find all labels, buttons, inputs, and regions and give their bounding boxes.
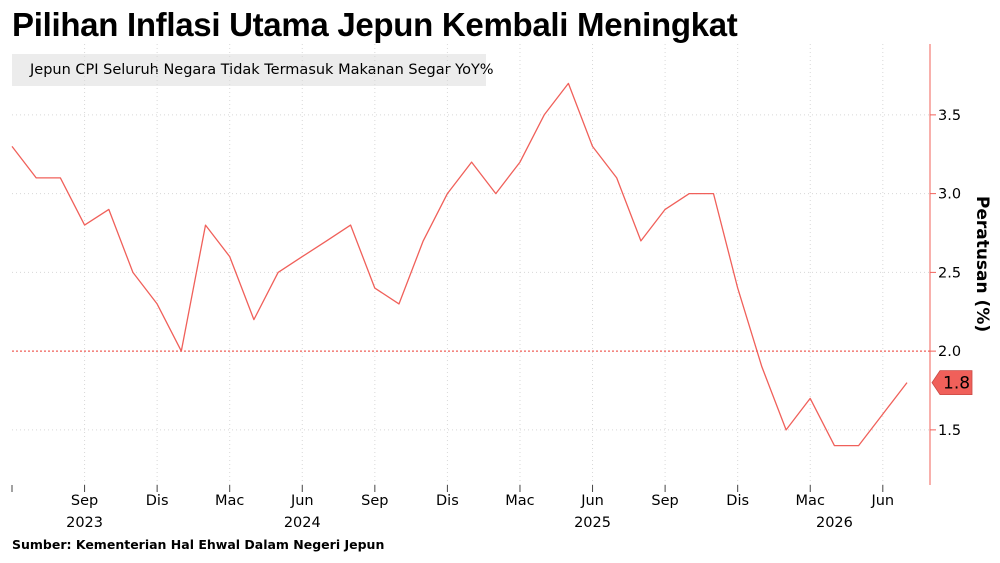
legend: Jepun CPI Seluruh Negara Tidak Termasuk … (12, 54, 494, 86)
series-line (11, 82, 908, 447)
last-value-tag (931, 370, 973, 396)
x-tick-label: Jun (580, 493, 604, 509)
y-tick-label: 3.0 (938, 187, 961, 203)
y-axis-title: Peratusan (%) (972, 196, 992, 332)
x-tick-label: Mac (505, 493, 534, 509)
y-tick-label: 1.5 (938, 423, 961, 439)
x-tick-label: Mac (215, 493, 244, 509)
x-year-label: 2024 (284, 515, 321, 531)
legend-label: Jepun CPI Seluruh Negara Tidak Termasuk … (30, 62, 494, 78)
x-tick-label: Dis (436, 493, 459, 509)
y-tick-label: 2.5 (938, 265, 961, 281)
x-tick-label: Sep (71, 493, 98, 509)
x-tick-label: Dis (726, 493, 749, 509)
x-year-label: 2026 (816, 515, 853, 531)
x-tick-label: Mac (796, 493, 825, 509)
x-year-label: 2023 (66, 515, 103, 531)
y-tick-label: 2.0 (938, 344, 961, 360)
x-tick-label: Sep (361, 493, 388, 509)
last-value-label: 1.8 (943, 374, 970, 394)
x-tick-label: Jun (870, 493, 894, 509)
x-tick-label: Jun (290, 493, 314, 509)
chart-title: Pilihan Inflasi Utama Jepun Kembali Meni… (12, 6, 738, 43)
y-tick-label: 3.5 (938, 108, 961, 124)
x-tick-label: Dis (146, 493, 169, 509)
x-tick-label: Sep (651, 493, 678, 509)
source-note: Sumber: Kementerian Hal Ehwal Dalam Nege… (12, 537, 385, 552)
x-year-label: 2025 (574, 515, 611, 531)
